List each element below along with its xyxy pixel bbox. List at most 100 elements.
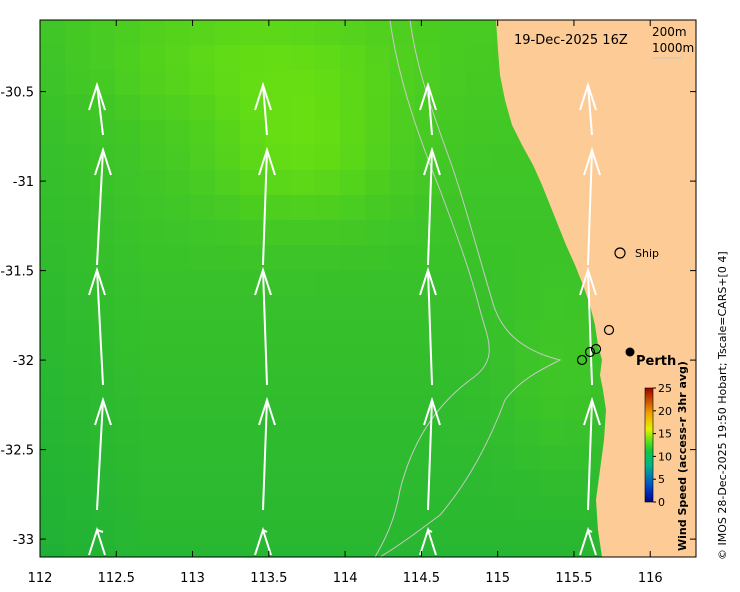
track-marker bbox=[584, 346, 596, 358]
wind-cell bbox=[165, 145, 191, 171]
wind-cell bbox=[165, 70, 191, 96]
wind-cell bbox=[290, 270, 316, 296]
wind-cell bbox=[515, 195, 541, 221]
wind-cell bbox=[40, 245, 66, 271]
wind-cell bbox=[440, 470, 466, 496]
wind-cell bbox=[40, 220, 66, 246]
wind-cell bbox=[165, 470, 191, 496]
wind-cell bbox=[215, 145, 241, 171]
wind-cell bbox=[540, 395, 566, 421]
wind-cell bbox=[190, 520, 216, 546]
wind-cell bbox=[440, 370, 466, 396]
wind-cell bbox=[190, 470, 216, 496]
wind-cell bbox=[315, 145, 341, 171]
wind-cell bbox=[340, 220, 366, 246]
wind-cell bbox=[515, 520, 541, 546]
wind-cell bbox=[240, 170, 266, 196]
wind-cell bbox=[265, 170, 291, 196]
wind-cell bbox=[390, 395, 416, 421]
wind-cell bbox=[315, 370, 341, 396]
wind-arrow bbox=[419, 266, 437, 386]
wind-cell bbox=[190, 195, 216, 221]
wind-arrow bbox=[583, 396, 601, 511]
wind-arrow bbox=[94, 396, 112, 511]
wind-cell bbox=[115, 95, 141, 121]
wind-cell bbox=[515, 495, 541, 521]
perth-label: Perth bbox=[636, 354, 676, 369]
wind-cell bbox=[40, 520, 66, 546]
wind-cell bbox=[165, 320, 191, 346]
wind-cell bbox=[290, 20, 316, 46]
wind-cell bbox=[490, 295, 516, 321]
wind-cell bbox=[315, 520, 341, 546]
wind-cell bbox=[140, 395, 166, 421]
wind-cell bbox=[415, 220, 441, 246]
wind-cell bbox=[365, 420, 391, 446]
wind-arrow bbox=[88, 266, 106, 386]
wind-cell bbox=[115, 145, 141, 171]
wind-cell bbox=[165, 520, 191, 546]
wind-cell bbox=[140, 420, 166, 446]
wind-cell bbox=[90, 195, 116, 221]
wind-cell bbox=[240, 45, 266, 71]
wind-cell bbox=[490, 145, 516, 171]
wind-cell bbox=[340, 445, 366, 471]
wind-arrow bbox=[88, 526, 106, 556]
wind-cell bbox=[215, 420, 241, 446]
wind-cell bbox=[140, 545, 166, 557]
wind-cell bbox=[565, 470, 591, 496]
wind-cell bbox=[40, 495, 66, 521]
wind-cell bbox=[390, 20, 416, 46]
wind-cell bbox=[365, 445, 391, 471]
wind-cell bbox=[240, 545, 266, 557]
wind-arrow bbox=[254, 81, 272, 136]
wind-cell bbox=[215, 470, 241, 496]
wind-cell bbox=[490, 345, 516, 371]
wind-cell bbox=[465, 420, 491, 446]
wind-cell bbox=[290, 220, 316, 246]
wind-cell bbox=[115, 320, 141, 346]
wind-cell bbox=[115, 420, 141, 446]
wind-cell bbox=[340, 370, 366, 396]
wind-cell bbox=[290, 495, 316, 521]
wind-cell bbox=[240, 470, 266, 496]
wind-cell bbox=[290, 370, 316, 396]
y-tick-label: -33 bbox=[13, 533, 34, 548]
wind-cell bbox=[340, 45, 366, 71]
wind-cell bbox=[40, 145, 66, 171]
wind-cell bbox=[465, 20, 491, 46]
wind-cell bbox=[390, 245, 416, 271]
wind-arrow bbox=[258, 146, 276, 266]
wind-cell bbox=[440, 70, 466, 96]
wind-cell bbox=[240, 20, 266, 46]
wind-cell bbox=[265, 470, 291, 496]
wind-cell bbox=[465, 495, 491, 521]
ship-label: Ship bbox=[635, 247, 659, 260]
wind-cell bbox=[490, 495, 516, 521]
wind-cell bbox=[115, 370, 141, 396]
y-axis: -30.5 -31 -31.5 -32 -32.5 -33 bbox=[0, 86, 696, 548]
wind-cell bbox=[315, 195, 341, 221]
ship-markers bbox=[576, 247, 635, 366]
wind-cell bbox=[65, 220, 91, 246]
wind-cell bbox=[115, 220, 141, 246]
contour-label-1000m: 1000m bbox=[652, 41, 694, 55]
wind-cell bbox=[540, 445, 566, 471]
wind-cell bbox=[215, 495, 241, 521]
x-tick-label: 115 bbox=[485, 571, 510, 586]
wind-cell bbox=[365, 145, 391, 171]
wind-cell bbox=[140, 145, 166, 171]
wind-cell bbox=[190, 495, 216, 521]
wind-cell bbox=[240, 420, 266, 446]
wind-cell bbox=[315, 20, 341, 46]
wind-cell bbox=[565, 445, 591, 471]
wind-cell bbox=[65, 295, 91, 321]
wind-cell bbox=[215, 520, 241, 546]
wind-cell bbox=[340, 520, 366, 546]
wind-cell bbox=[215, 395, 241, 421]
x-tick-label: 116 bbox=[638, 571, 663, 586]
wind-arrow bbox=[419, 526, 437, 556]
wind-cell bbox=[390, 470, 416, 496]
wind-cell bbox=[165, 420, 191, 446]
wind-cell bbox=[65, 320, 91, 346]
